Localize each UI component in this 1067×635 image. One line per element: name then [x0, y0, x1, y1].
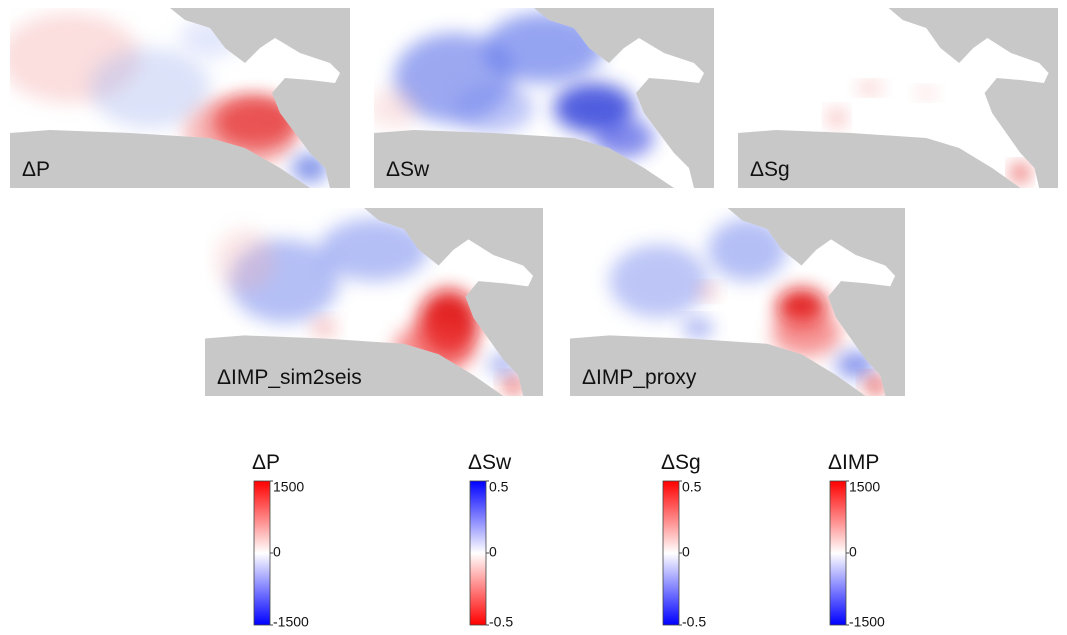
anomaly [829, 110, 845, 126]
colorbar-tick-label: 0 [849, 544, 857, 560]
anomaly [90, 48, 210, 128]
anomaly [454, 83, 534, 133]
anomaly [374, 88, 419, 128]
colorbar-tick-label: 0.5 [489, 479, 509, 495]
anomaly [594, 118, 654, 158]
panel-label: ΔIMP_proxy [582, 366, 697, 389]
map-panel: ΔSw [374, 8, 714, 188]
panel-label: ΔSg [750, 158, 790, 181]
colorbar-tick-label: 1500 [849, 479, 880, 495]
panel-label: ΔSw [386, 158, 430, 181]
map-anomalies [374, 13, 654, 158]
map-panel: ΔP [10, 8, 350, 188]
colorbar [469, 480, 487, 626]
map-panel: ΔSg [738, 8, 1058, 188]
anomaly [1012, 165, 1028, 181]
colorbar-title: ΔIMP [828, 451, 879, 474]
colorbar-tick-label: 0 [489, 544, 497, 560]
anomaly [771, 310, 841, 357]
colorbar-tick-label: -0.5 [682, 614, 706, 630]
colorbar-tick-label: -0.5 [489, 614, 513, 630]
anomaly [319, 218, 429, 282]
map-panel: ΔIMP_proxy [570, 208, 905, 396]
colorbar-title: ΔSw [468, 451, 512, 474]
colorbar-tick-label: 0 [682, 544, 690, 560]
colorbar-title: ΔP [252, 451, 280, 474]
colorbar-title: ΔSg [661, 451, 701, 474]
colorbar [662, 480, 680, 626]
anomaly [858, 83, 882, 93]
anomaly [865, 377, 886, 394]
colorbar-tick-label: 0 [273, 544, 281, 560]
colorbar-tick-label: 0.5 [682, 479, 702, 495]
anomaly [916, 88, 936, 98]
colorbar-tick-label: 1500 [273, 479, 304, 495]
anomaly [503, 377, 524, 394]
anomaly [609, 244, 708, 318]
colorbar-tick-label: -1500 [273, 614, 309, 630]
anomaly [707, 218, 787, 282]
anomaly [214, 228, 275, 292]
anomaly [698, 285, 718, 298]
map-anomalies [10, 13, 328, 182]
colorbar [253, 480, 271, 626]
anomaly [312, 319, 337, 337]
panel-label: ΔIMP_sim2seis [217, 366, 362, 389]
panel-label: ΔP [22, 158, 50, 181]
map-anomalies [609, 218, 886, 394]
anomaly [683, 319, 713, 337]
map-anomalies [829, 83, 1028, 181]
colorbar [829, 480, 847, 626]
colorbar-tick-label: -1500 [849, 614, 885, 630]
anomaly [484, 13, 604, 83]
map-panel: ΔIMP_sim2seis [205, 208, 543, 396]
